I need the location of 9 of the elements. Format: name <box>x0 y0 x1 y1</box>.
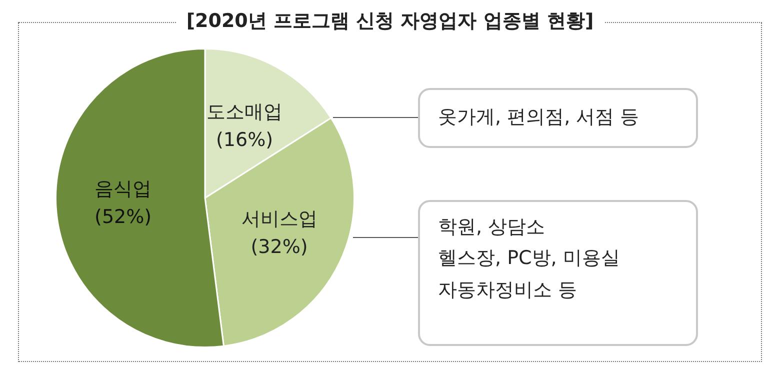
data-label: (52%) <box>94 206 152 228</box>
text: 옷가게, 편의점, 서점 등 <box>418 88 698 148</box>
slice-label: 서비스업 <box>241 208 318 230</box>
slice-label: 음식업 <box>94 178 152 200</box>
text: 학원, 상담소 헬스장, PC방, 미용실 자동차정비소 등 <box>418 200 698 346</box>
data-label: (32%) <box>250 236 308 258</box>
slice-label: 도소매업 <box>206 101 283 124</box>
chart-title: [2020년 프로그램 신청 자영업자 업종별 현황] <box>176 10 604 32</box>
data-label: (16%) <box>216 129 274 152</box>
